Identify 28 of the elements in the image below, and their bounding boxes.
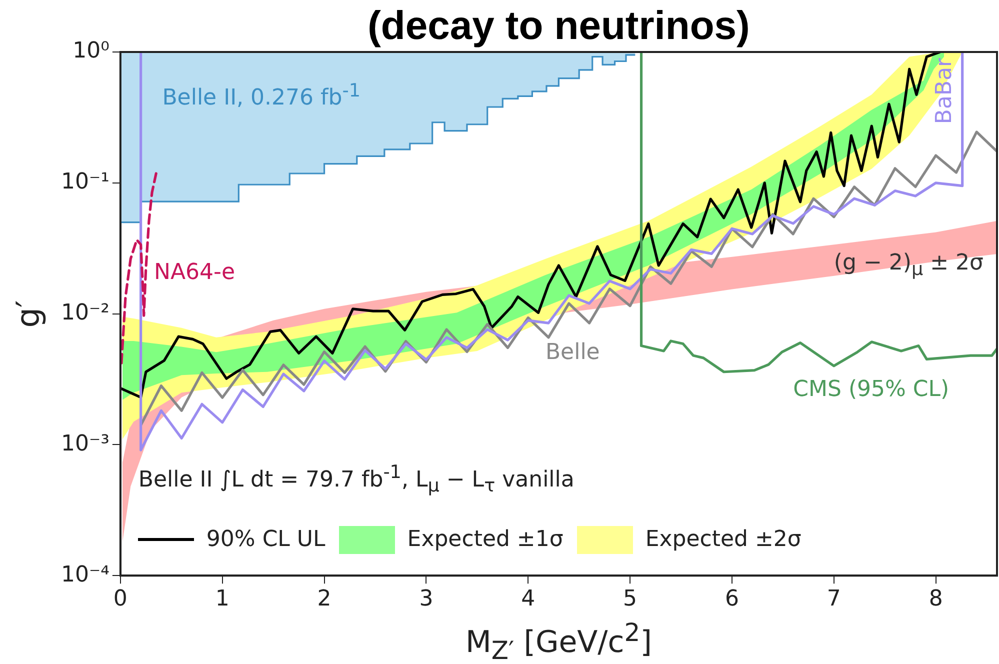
x-tick-label: 7	[826, 586, 841, 612]
series-label: CMS (95% CL)	[793, 377, 950, 402]
line-series	[120, 172, 158, 364]
y-tick-label: 10⁻⁴	[60, 562, 110, 588]
x-tick-label: 5	[623, 586, 638, 612]
y-tick-label: 10⁻³	[60, 431, 110, 456]
text: Belle II, 0.276 fb$^{-1}$	[162, 80, 361, 111]
y-tick-label: 10⁻²	[60, 300, 110, 326]
text: BaBar	[932, 58, 958, 124]
x-tick-label: 6	[724, 586, 739, 612]
annotation: Belle II ∫L dt = 79.7 fb$^{-1}$, L$_{μ}$ − L$_{τ}$ vanilla	[138, 462, 574, 496]
x-tick-label: 2	[317, 586, 332, 612]
y-axis-title: g′	[8, 300, 47, 328]
legend-label: 90% CL UL	[206, 526, 326, 552]
x-tick-label: 1	[215, 586, 230, 612]
chart-title: (decay to neutrinos)	[368, 4, 750, 49]
series-label: NA64-e	[154, 260, 236, 285]
series-label: Belle	[545, 340, 600, 366]
x-tick-label: 4	[521, 586, 536, 612]
x-tick-label: 0	[113, 586, 128, 612]
annotation: (g − 2)$_{μ}$ ± 2σ	[834, 251, 984, 280]
x-tick-label: 8	[928, 586, 943, 612]
x-tick-label: 3	[419, 586, 434, 612]
legend-label: Expected ±2σ	[645, 526, 802, 552]
y-tick-label: 10⁻¹	[60, 170, 110, 195]
x-axis-title: M$_{Z′}$ [GeV/c$^{2}$]	[466, 618, 652, 664]
y-tick-label: 10⁰	[72, 38, 110, 64]
legend-label: Expected ±1σ	[407, 526, 564, 552]
